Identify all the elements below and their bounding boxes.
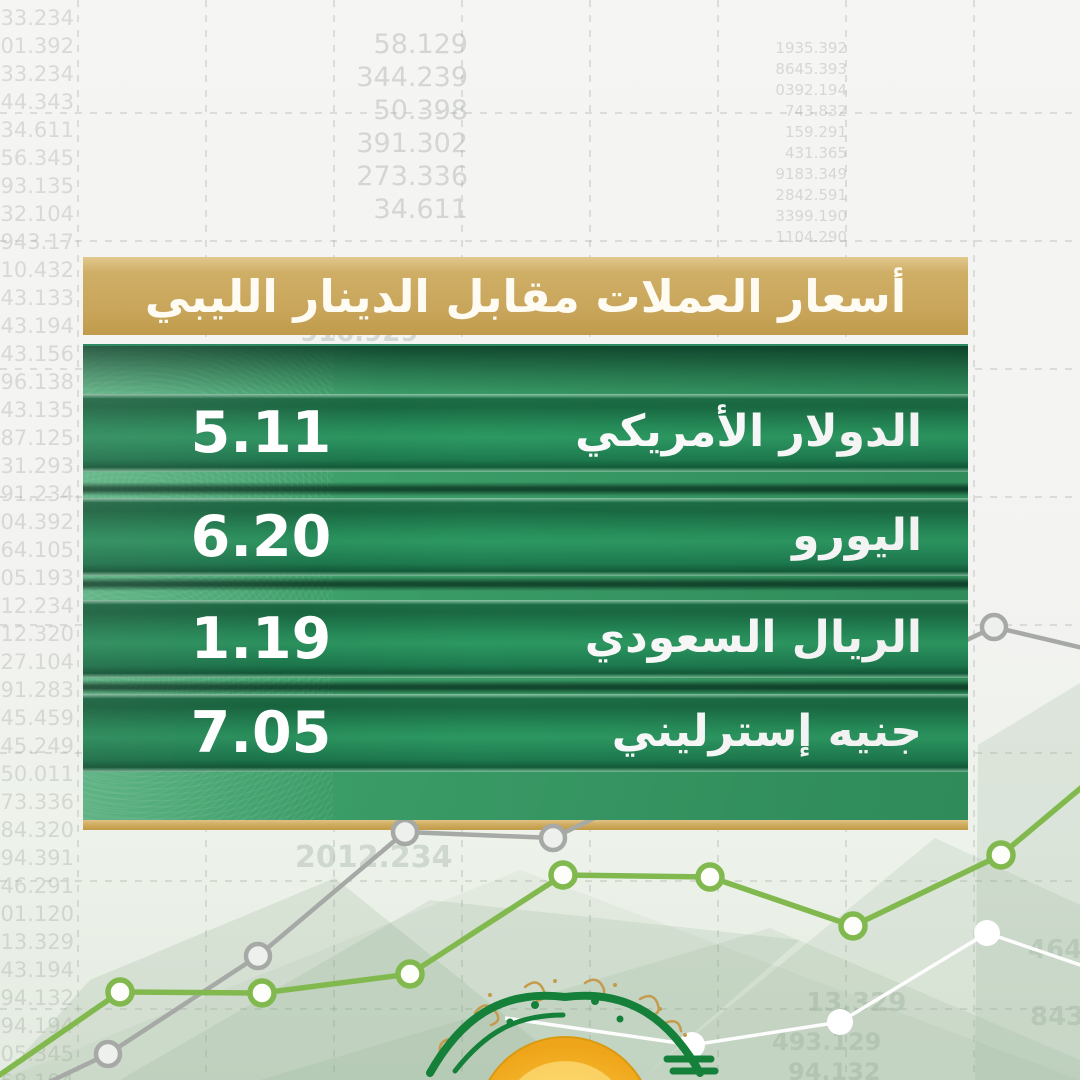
table-row-eur: 6.20 اليورو bbox=[83, 498, 968, 576]
row-separator bbox=[83, 577, 968, 591]
currency-label: الريال السعودي bbox=[584, 612, 922, 663]
title-bar: أسعار العملات مقابل الدينار الليبي bbox=[83, 257, 968, 335]
background-numbers-middle: 58.129 344.239 50.398 391.302 273.336 34.611 bbox=[356, 29, 468, 225]
white-series-marker bbox=[827, 1009, 853, 1035]
table-row-usd: 5.11 الدولار الأمريكي bbox=[83, 394, 968, 472]
green-series-marker bbox=[838, 911, 868, 941]
white-series-marker bbox=[974, 920, 1000, 946]
gray-series-marker bbox=[979, 612, 1009, 642]
rate-value: 6.20 bbox=[190, 504, 332, 570]
background-number: 493.129 bbox=[772, 1028, 881, 1056]
rate-value: 5.11 bbox=[190, 400, 332, 466]
currency-label: جنيه إسترليني bbox=[611, 706, 922, 757]
panel-top-shade bbox=[83, 346, 968, 396]
currency-label: الدولار الأمريكي bbox=[575, 406, 922, 457]
gray-series-marker bbox=[93, 1039, 123, 1069]
row-separator bbox=[83, 680, 968, 694]
green-series-marker bbox=[247, 978, 277, 1008]
row-separator bbox=[83, 482, 968, 496]
rate-value: 7.05 bbox=[190, 700, 332, 766]
rates-table: 5.11 الدولار الأمريكي 6.20 اليورو 1.19 ا… bbox=[83, 344, 968, 820]
green-calligraphy-icon bbox=[426, 991, 719, 1077]
green-series-marker bbox=[548, 860, 578, 890]
table-bottom-gold-bar bbox=[83, 818, 968, 830]
currency-label: اليورو bbox=[792, 510, 922, 561]
page-title: أسعار العملات مقابل الدينار الليبي bbox=[144, 269, 907, 323]
green-series-marker bbox=[695, 862, 725, 892]
rate-value: 1.19 bbox=[190, 606, 332, 672]
calligraphy-sun-logo bbox=[426, 978, 719, 1080]
background-number: 94.132 bbox=[788, 1058, 881, 1080]
golden-sun-icon bbox=[488, 1036, 642, 1080]
gray-series-marker bbox=[243, 941, 273, 971]
gray-series-marker bbox=[390, 817, 420, 847]
green-series-marker bbox=[395, 959, 425, 989]
table-row-sar: 1.19 الريال السعودي bbox=[83, 600, 968, 678]
background-numbers-left: 933.234701.392933.234244.343634.611656.3… bbox=[0, 6, 74, 1080]
table-row-gbp: 7.05 جنيه إسترليني bbox=[83, 694, 968, 772]
background-number: 843.194 bbox=[1030, 1002, 1080, 1032]
background-numbers-right: 1935.392 8645.393 0392.194 743.832 159.291 43… bbox=[775, 39, 847, 246]
green-series-marker bbox=[986, 840, 1016, 870]
gray-series-marker bbox=[538, 823, 568, 853]
green-series-marker bbox=[105, 977, 135, 1007]
